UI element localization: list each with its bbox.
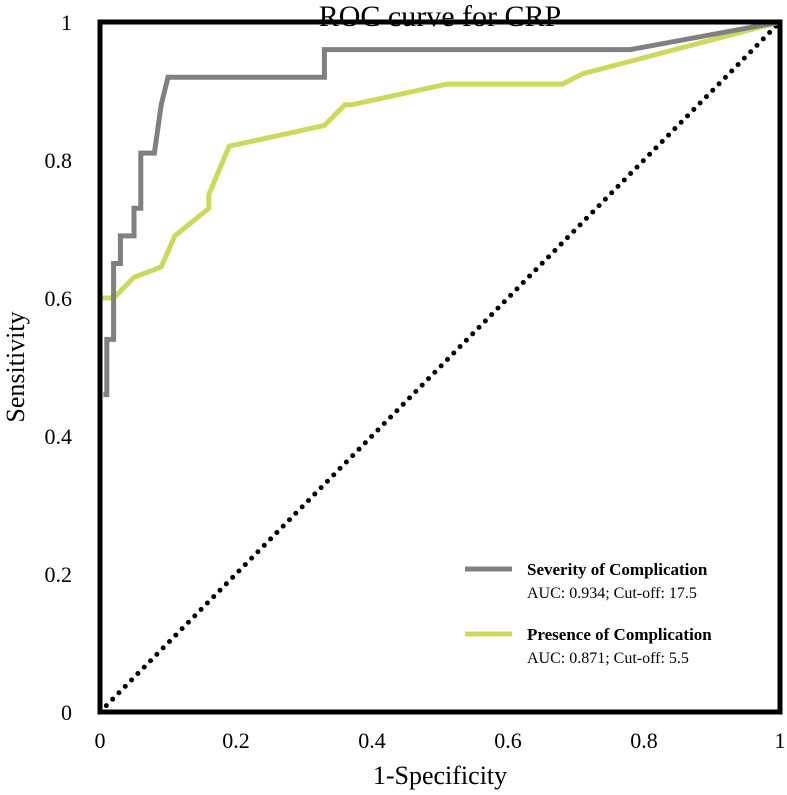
y-tick-label: 0.8 xyxy=(45,148,73,173)
legend-note-presence: AUC: 0.871; Cut-off: 5.5 xyxy=(527,650,689,667)
x-tick-label: 0.8 xyxy=(630,728,658,753)
plot-frame xyxy=(97,19,783,715)
x-axis-label: 1-Specificity xyxy=(373,761,507,790)
x-tick-label: 0.6 xyxy=(494,728,522,753)
y-tick-label: 0.2 xyxy=(45,562,73,587)
y-axis-label: Sensitivity xyxy=(1,311,30,422)
series-line-presence xyxy=(100,19,781,301)
y-tick-label: 0.4 xyxy=(45,424,73,449)
y-tick-label: 0 xyxy=(61,700,72,725)
x-tick-label: 0.2 xyxy=(222,728,250,753)
x-tick-label: 0.4 xyxy=(358,728,386,753)
chart-title: ROC curve for CRP xyxy=(319,0,562,33)
legend-label-severity: Severity of Complication xyxy=(527,560,708,579)
legend-label-presence: Presence of Complication xyxy=(527,625,712,644)
legend: Severity of Complication AUC: 0.934; Cut… xyxy=(465,560,712,667)
x-tick-label: 0 xyxy=(95,728,106,753)
x-tick-label: 1 xyxy=(775,728,786,753)
legend-note-severity: AUC: 0.934; Cut-off: 17.5 xyxy=(527,585,697,602)
y-tick-label: 1 xyxy=(61,10,72,35)
reference-diagonal-line xyxy=(97,19,783,715)
y-tick-label: 0.6 xyxy=(45,286,73,311)
series-line-severity xyxy=(103,19,781,398)
